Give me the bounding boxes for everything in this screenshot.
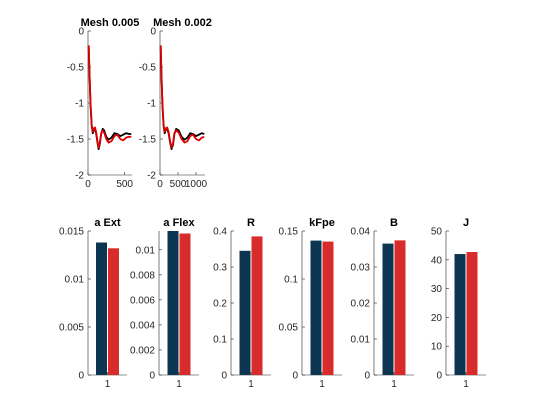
y-tick-label: 0.01 [351,335,371,346]
y-tick-label: 10 [431,342,443,353]
x-tick-label: 1 [391,379,397,390]
y-tick-label: 0.01 [136,245,156,256]
y-tick-label: 0.002 [130,345,155,356]
y-tick-label: 0.008 [130,270,155,281]
y-tick-label: 50 [431,227,443,238]
series-line-1 [87,45,132,149]
y-tick-label: -2 [75,171,84,182]
y-tick-label: 30 [431,284,443,295]
y-tick-label: -1.5 [139,135,157,146]
y-tick-label: 0.15 [279,227,299,238]
chart-7: J 0 10 20 30 40 50 1 [431,217,486,390]
y-tick-label: 0 [364,371,370,382]
series-line-1 [159,45,205,149]
y-tick-label: 0.004 [130,320,155,331]
y-tick-label: 0.3 [213,263,227,274]
y-tick-label: 0.1 [213,335,227,346]
chart-3: a Flex 0 0.002 0.004 0.006 0.008 0.01 1 [130,217,199,390]
x-tick-label: 500 [116,179,133,190]
y-tick-label: -1 [147,99,156,110]
y-tick-label: 0.006 [130,295,155,306]
y-tick-label: 20 [431,313,443,324]
x-tick-label: 0 [157,179,163,190]
y-tick-label: -0.5 [139,63,157,74]
y-tick-label: 0 [221,371,227,382]
chart-4: R 0 0.1 0.2 0.3 0.4 1 [213,217,271,390]
y-tick-label: -1 [75,99,84,110]
chart-title: kFpe [309,217,335,229]
bar-0 [239,250,251,375]
y-tick-label: 0 [292,371,298,382]
y-tick-label: 0.04 [351,227,371,238]
y-tick-label: 0.4 [213,227,227,238]
bar-0 [310,240,322,375]
x-tick-label: 1 [463,379,469,390]
y-tick-label: 0 [149,371,155,382]
bar-1 [251,236,263,375]
bar-1 [108,248,119,375]
bar-0 [96,242,107,375]
bar-0 [167,231,179,375]
y-tick-label: 0.01 [65,275,85,286]
y-tick-label: -2 [147,171,156,182]
y-tick-label: -1.5 [67,135,85,146]
chart-title: a Ext [94,217,121,229]
y-tick-label: 0.02 [351,299,371,310]
y-tick-label: 0.03 [351,263,371,274]
y-tick-label: 0 [78,371,84,382]
y-tick-label: -0.5 [67,63,85,74]
chart-2: a Ext 0 0.005 0.01 0.015 1 [59,217,127,390]
chart-title: J [463,217,469,229]
y-tick-label: 0.2 [213,299,227,310]
x-tick-label: 1 [105,379,111,390]
y-tick-label: 0.05 [279,323,299,334]
x-tick-label: 0 [85,179,91,190]
chart-title: B [390,217,398,229]
chart-title: R [247,217,255,229]
x-tick-label: 1 [248,379,254,390]
chart-title: Mesh 0.002 [153,17,212,29]
x-tick-label: 1 [176,379,182,390]
y-tick-label: 0.005 [59,323,84,334]
bar-0 [454,254,466,375]
y-tick-label: 40 [431,255,443,266]
bar-1 [322,241,334,375]
chart-6: B 0 0.01 0.02 0.03 0.04 1 [351,217,414,390]
bar-0 [382,243,394,375]
series-line-0 [159,46,205,151]
x-tick-label: 500 [170,179,187,190]
y-tick-label: 0 [78,27,84,38]
y-tick-label: 0.015 [59,227,84,238]
y-tick-label: 0 [150,27,156,38]
bar-1 [179,233,191,375]
y-tick-label: 0.1 [284,275,298,286]
x-tick-label: 1 [319,379,325,390]
chart-title: a Flex [163,217,195,229]
y-tick-label: 0 [436,371,442,382]
bar-1 [394,240,406,375]
series-line-0 [87,46,132,151]
chart-5: kFpe 0 0.05 0.1 0.15 1 [279,217,342,390]
chart-title: Mesh 0.005 [81,17,140,29]
bar-1 [466,252,478,375]
x-tick-label: 1000 [185,179,208,190]
